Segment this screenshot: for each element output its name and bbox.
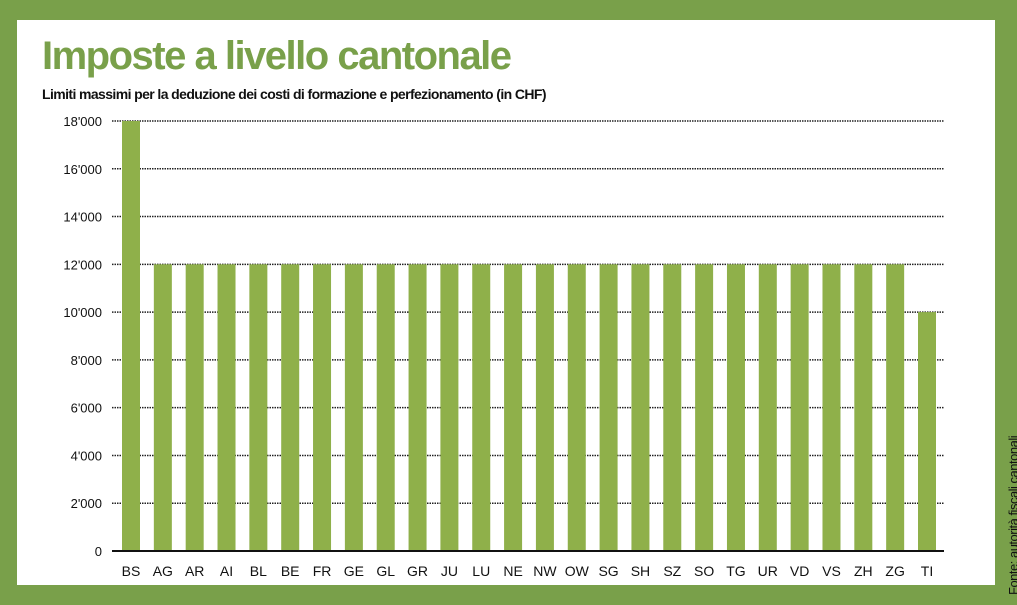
x-tick-label: NE [503,563,522,579]
bar-tg [726,264,745,551]
x-tick-label: SO [694,563,714,579]
x-tick-label: AG [153,563,173,579]
chart-subtitle: Limiti massimi per la deduzione dei cost… [42,86,546,102]
x-tick-label: UR [758,563,778,579]
x-tick-label: BL [250,563,267,579]
x-tick-label: JU [441,563,458,579]
x-tick-label: AI [220,563,233,579]
bar-ne [504,264,523,551]
bar-be [281,264,300,551]
y-tick-label: 16'000 [63,162,102,177]
x-tick-label: GE [344,563,364,579]
y-tick-label: 12'000 [63,257,102,272]
bar-zg [886,264,905,551]
bar-ai [217,264,236,551]
x-tick-label: AR [185,563,204,579]
y-tick-label: 2'000 [71,496,102,511]
y-tick-label: 4'000 [71,448,102,463]
bar-ti [918,312,936,551]
x-tick-label: LU [472,563,490,579]
x-tick-label: VD [790,563,809,579]
y-tick-label: 6'000 [71,401,102,416]
bar-ge [344,264,363,551]
x-tick-label: SH [631,563,650,579]
bar-ow [567,264,586,551]
x-tick-label: SG [598,563,618,579]
y-tick-label: 0 [95,544,102,559]
x-tick-label: ZG [885,563,904,579]
x-tick-label: VS [822,563,841,579]
bar-sg [599,264,618,551]
bar-ju [440,264,459,551]
x-tick-label: TI [921,563,933,579]
bar-sz [663,264,682,551]
x-tick-label: SZ [663,563,681,579]
bar-lu [472,264,491,551]
chart-title: Imposte a livello cantonale [42,34,512,78]
bar-bl [249,264,268,551]
y-tick-label: 14'000 [63,210,102,225]
source-note: Fonte: autorità fiscali cantonali [1006,435,1017,595]
bar-sh [631,264,650,551]
bar-vd [790,264,809,551]
x-tick-label: BE [281,563,300,579]
bar-bs [122,121,140,551]
x-tick-label: TG [726,563,745,579]
bar-vs [822,264,841,551]
bar-zh [854,264,873,551]
bar-fr [313,264,332,551]
bar-so [695,264,714,551]
x-tick-label: FR [313,563,332,579]
x-tick-label: GR [407,563,428,579]
bar-gl [376,264,395,551]
y-tick-label: 8'000 [71,353,102,368]
bar-ar [185,264,204,551]
bar-ag [153,264,172,551]
bar-nw [535,264,554,551]
x-tick-label: OW [565,563,590,579]
x-tick-label: GL [376,563,395,579]
y-tick-label: 18'000 [63,114,102,129]
y-tick-label: 10'000 [63,305,102,320]
x-tick-label: NW [533,563,557,579]
bar-ur [758,264,777,551]
x-tick-label: ZH [854,563,873,579]
bar-gr [408,264,427,551]
x-tick-label: BS [122,563,141,579]
